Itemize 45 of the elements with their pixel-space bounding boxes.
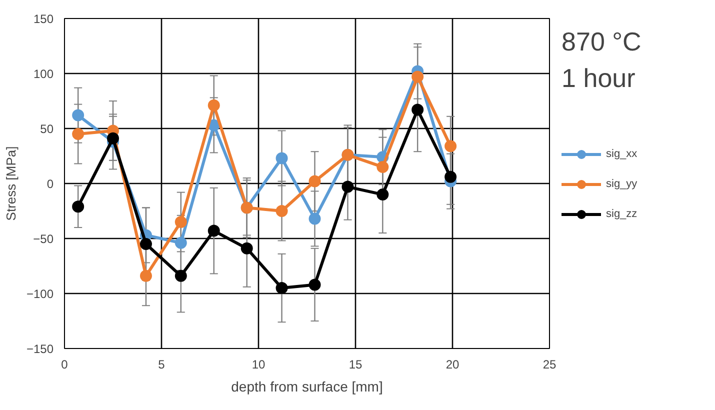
legend-label: sig_yy xyxy=(606,178,638,190)
y-tick-label: 50 xyxy=(40,122,54,136)
x-tick-label: 5 xyxy=(158,358,166,372)
point xyxy=(308,278,321,291)
point xyxy=(308,212,321,225)
point xyxy=(444,170,457,183)
y-tick-label: −150 xyxy=(26,342,54,356)
x-tick-label: 0 xyxy=(61,358,68,372)
legend-label: sig_xx xyxy=(606,148,638,160)
legend-label: sig_zz xyxy=(606,208,638,220)
point xyxy=(174,236,187,249)
point xyxy=(342,180,354,193)
point xyxy=(240,242,253,254)
x-tick-label: 10 xyxy=(252,358,266,372)
point xyxy=(174,270,187,282)
y-tick-label: −100 xyxy=(26,287,54,301)
point xyxy=(376,188,389,200)
x-tick-label: 15 xyxy=(348,358,362,372)
point xyxy=(376,161,389,173)
point xyxy=(412,104,424,116)
point xyxy=(174,216,187,228)
x-axis-title: depth from surface [mm] xyxy=(231,378,383,394)
point xyxy=(276,205,288,217)
point xyxy=(276,152,288,164)
y-tick-label: 0 xyxy=(46,177,54,191)
point xyxy=(208,99,220,112)
y-tick-label: −50 xyxy=(33,232,54,246)
point xyxy=(72,200,84,213)
text: 1 hour xyxy=(562,63,636,94)
point xyxy=(412,70,424,83)
point xyxy=(140,238,152,250)
text: 870 °C xyxy=(562,26,642,57)
point xyxy=(140,270,152,282)
point xyxy=(72,109,84,122)
point xyxy=(72,128,84,140)
point xyxy=(107,132,119,144)
x-tick-label: 25 xyxy=(542,358,556,372)
point xyxy=(208,224,220,237)
y-tick-label: 100 xyxy=(33,67,54,81)
point xyxy=(444,140,457,152)
y-tick-label: 150 xyxy=(33,12,54,26)
y-axis-title: Stress [MPa] xyxy=(3,146,18,221)
x-tick-label: 20 xyxy=(446,358,460,372)
point xyxy=(276,282,288,294)
point xyxy=(308,175,321,188)
